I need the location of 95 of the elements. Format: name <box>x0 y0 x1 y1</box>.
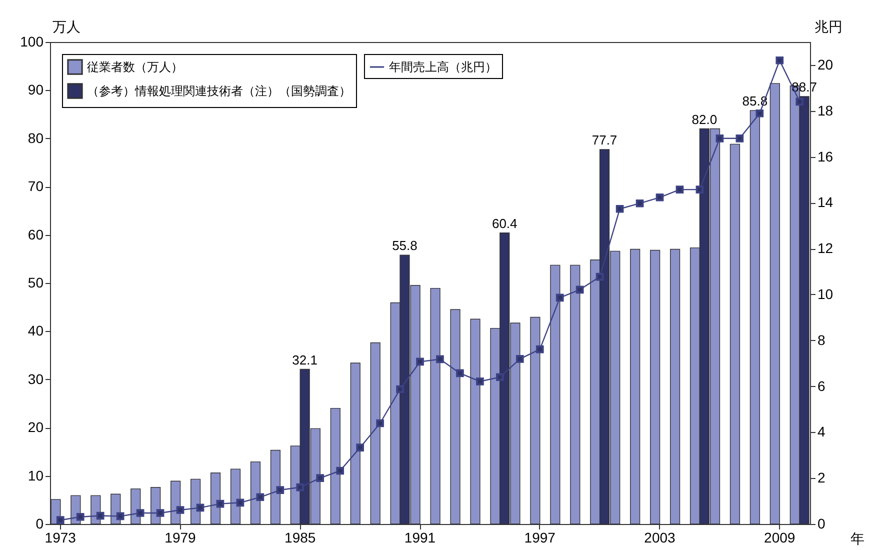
point <box>476 378 484 386</box>
point <box>236 498 244 507</box>
bar <box>450 309 460 524</box>
point <box>616 204 624 213</box>
point <box>456 369 464 378</box>
point <box>76 512 84 521</box>
point <box>496 373 504 382</box>
x-tick-label: 2009 <box>764 530 796 546</box>
point <box>796 98 804 106</box>
y2-tick-label: 8 <box>818 332 826 348</box>
point <box>396 385 404 394</box>
legend-label: 年間売上高（兆円） <box>389 60 497 74</box>
x-tick-label: 2003 <box>644 530 676 546</box>
x-tick-label: 1979 <box>164 530 196 546</box>
y2-tick-label: 12 <box>818 240 834 256</box>
y-tick-label: 60 <box>28 226 44 242</box>
point <box>516 355 524 363</box>
y-tick-label: 10 <box>28 467 44 484</box>
point <box>156 509 164 517</box>
point <box>696 186 704 194</box>
point <box>676 186 684 194</box>
bar <box>190 478 201 524</box>
legend-label: 従業者数（万人） <box>87 60 183 74</box>
point <box>256 493 264 502</box>
point <box>656 193 664 202</box>
point <box>96 512 104 520</box>
y2-tick-label: 16 <box>818 148 834 164</box>
y2-tick-label: 20 <box>818 56 834 72</box>
y2-tick-label: 18 <box>818 102 834 118</box>
x-tick-label: 1991 <box>404 530 436 546</box>
point <box>556 294 564 302</box>
bar <box>570 264 580 524</box>
y-tick-label: 90 <box>28 82 44 98</box>
bar <box>210 472 221 524</box>
point <box>276 486 284 494</box>
x-tick-label: 1997 <box>524 530 556 546</box>
point <box>356 444 364 452</box>
y-tick-label: 70 <box>28 178 44 194</box>
y-tick-label: 20 <box>28 419 44 436</box>
point <box>536 345 544 354</box>
y2-tick-label: 2 <box>818 470 826 486</box>
bar <box>230 468 241 524</box>
data-label: 60.4 <box>492 216 518 231</box>
bar <box>730 144 740 524</box>
x-tick-label: 1985 <box>284 530 316 546</box>
point <box>716 134 724 142</box>
data-label: 32.1 <box>292 352 318 368</box>
point <box>736 134 744 142</box>
y-tick-label: 80 <box>28 130 44 146</box>
point <box>336 466 344 475</box>
point <box>176 506 184 514</box>
point <box>376 419 384 428</box>
bar <box>330 408 340 524</box>
point <box>316 474 324 482</box>
bar <box>750 110 760 524</box>
point <box>576 286 584 294</box>
data-label: 55.8 <box>392 238 418 254</box>
bar <box>470 318 480 524</box>
point <box>136 509 144 517</box>
point <box>116 512 124 520</box>
bar <box>630 248 640 524</box>
y2-tick-label: 14 <box>818 194 834 210</box>
y-tick-label: 0 <box>36 516 44 532</box>
y-tick-label: 50 <box>28 274 44 290</box>
point <box>56 516 64 524</box>
bar <box>430 288 440 524</box>
y2-tick-label: 4 <box>818 424 826 440</box>
point <box>596 272 604 281</box>
y-tick-label: 40 <box>28 322 44 339</box>
bar <box>270 450 281 524</box>
y2-tick-label: 6 <box>818 378 826 394</box>
point <box>216 500 224 508</box>
point <box>776 56 784 64</box>
bar <box>250 461 261 524</box>
y2-tick-label: 0 <box>818 516 826 532</box>
point <box>436 355 444 364</box>
point <box>296 483 304 492</box>
y-tick-label: 100 <box>20 34 44 50</box>
x-tick-label: 1973 <box>44 530 76 546</box>
bar <box>550 264 560 524</box>
bar <box>370 342 380 524</box>
y2-tick-label: 10 <box>818 286 834 302</box>
data-label: 82.0 <box>692 112 718 127</box>
point <box>196 504 204 512</box>
x-axis-title: 年 <box>850 530 864 546</box>
data-label: 77.7 <box>592 132 618 148</box>
legend-label: （参考）情報処理関連技術者（注）（国勢調査） <box>87 84 351 98</box>
point <box>636 199 644 208</box>
y-axis-title: 万人 <box>52 18 80 34</box>
point <box>756 109 764 118</box>
bar <box>350 362 360 524</box>
y2-axis-title: 兆円 <box>814 18 842 34</box>
point <box>416 358 424 366</box>
y-tick-label: 30 <box>28 370 44 387</box>
bar <box>670 248 680 524</box>
